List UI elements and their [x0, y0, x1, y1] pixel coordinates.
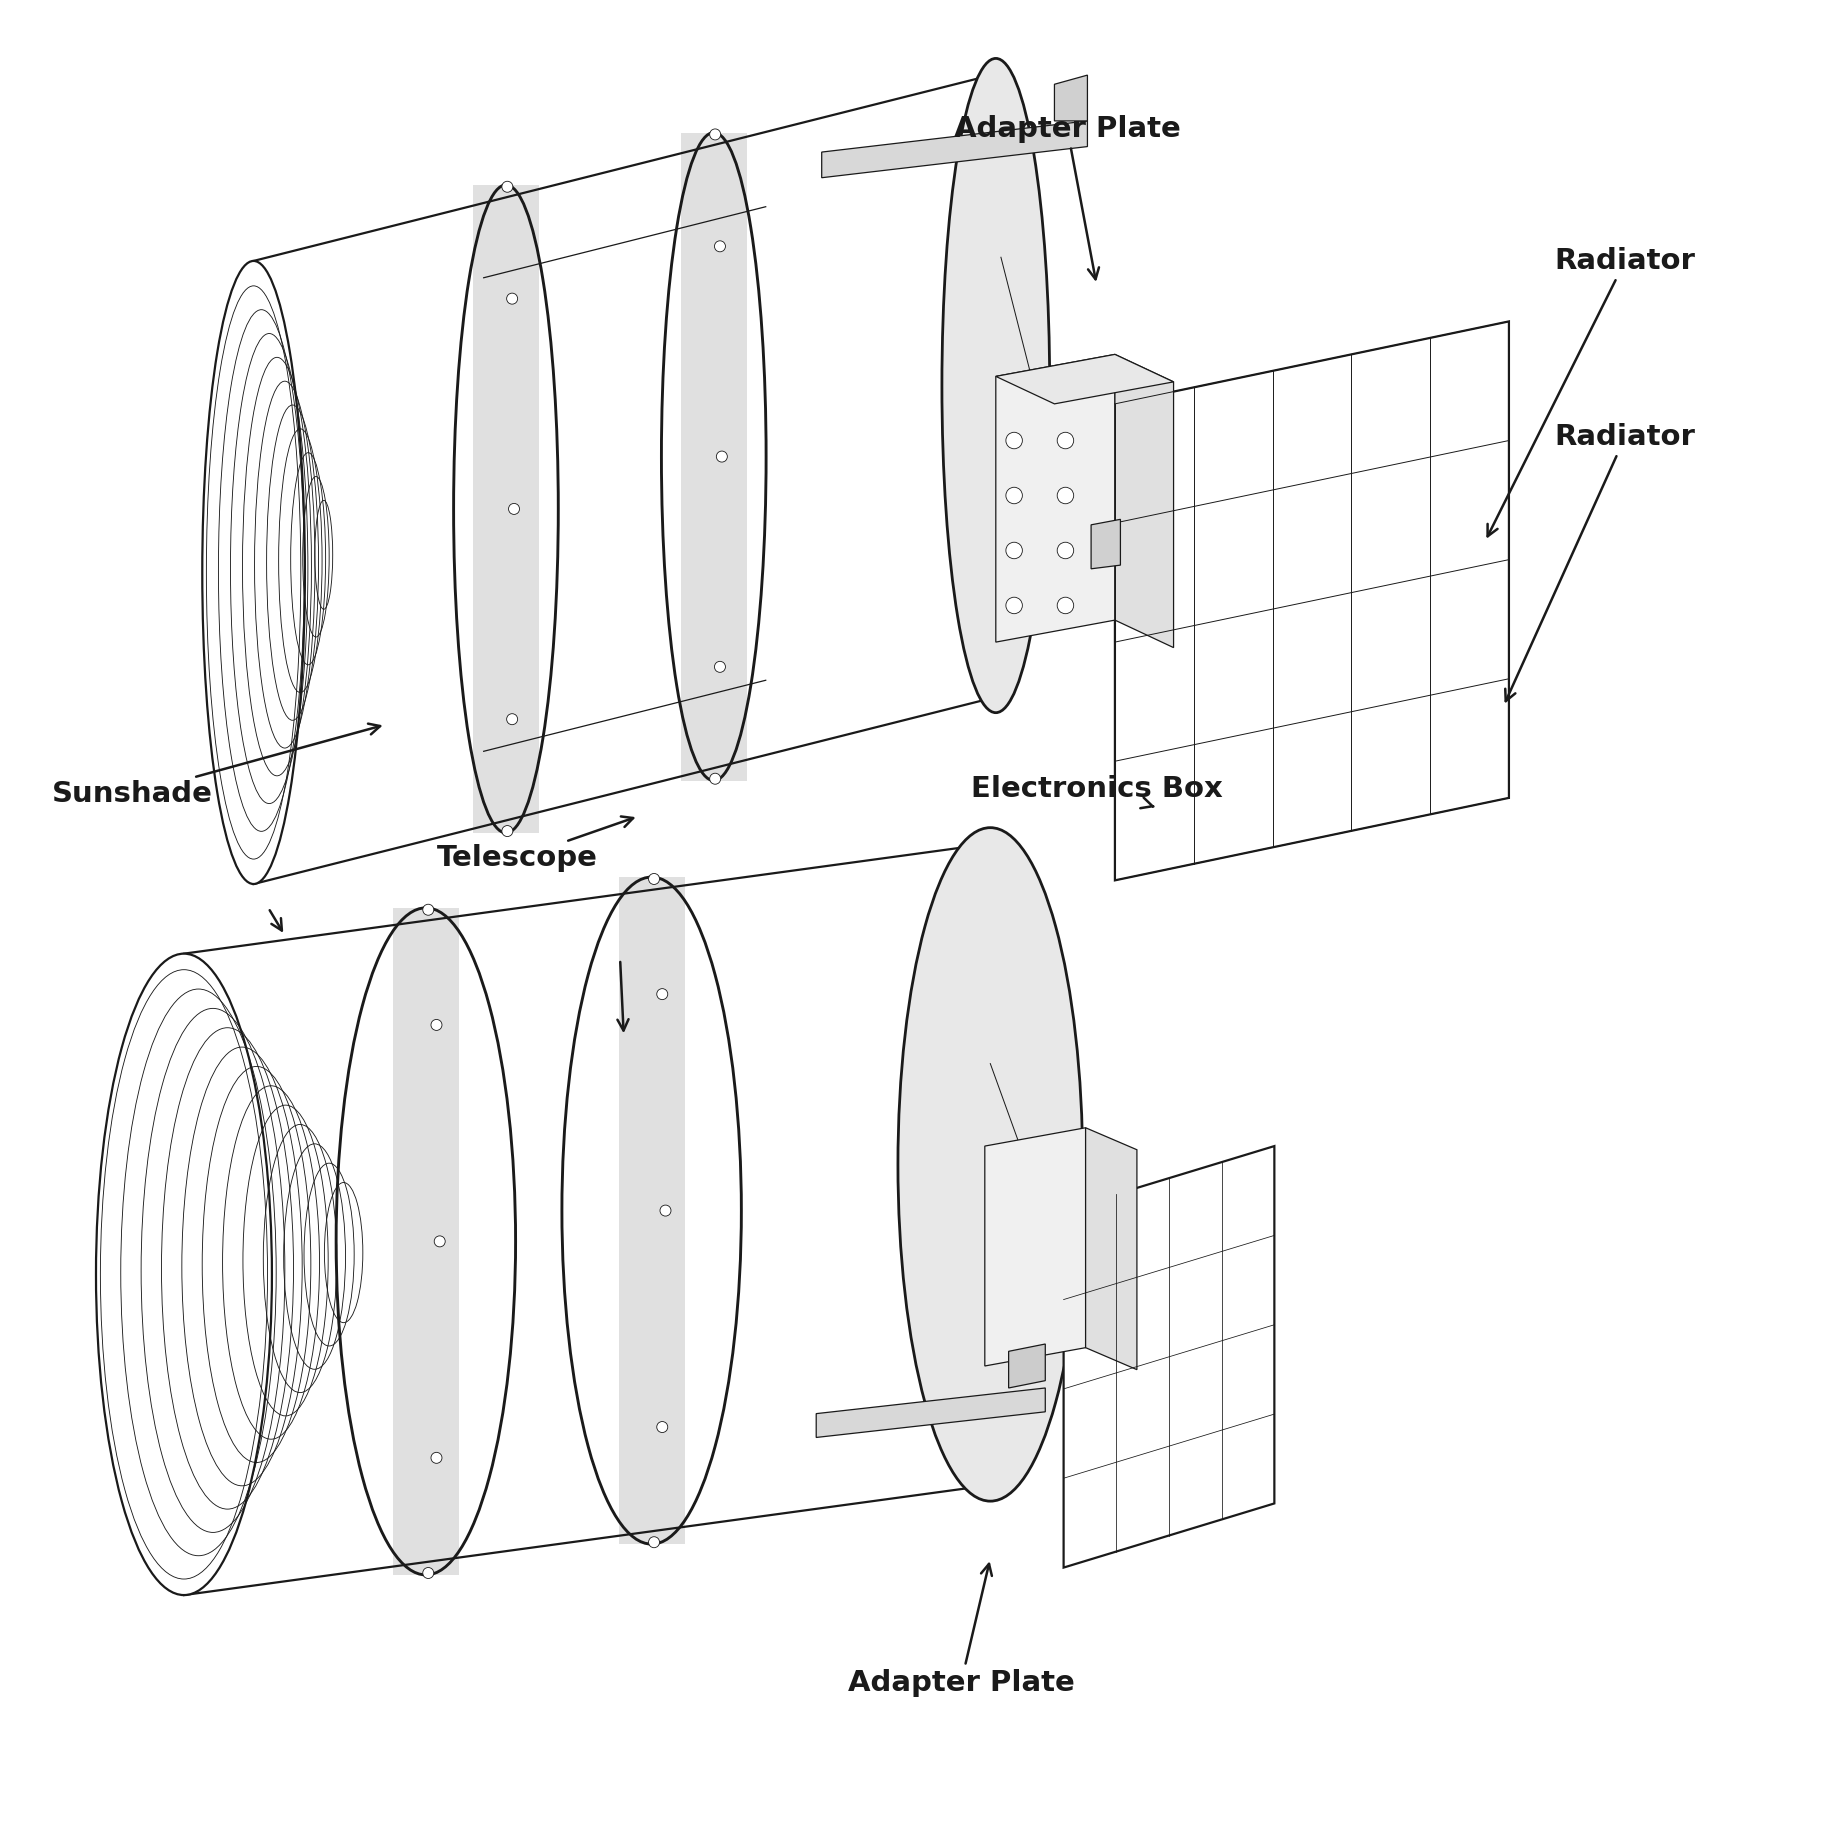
Polygon shape — [985, 1128, 1086, 1366]
Circle shape — [715, 240, 726, 251]
Text: Adapter Plate: Adapter Plate — [847, 1564, 1075, 1696]
Polygon shape — [816, 1388, 1045, 1438]
Circle shape — [1056, 488, 1073, 504]
Circle shape — [1005, 543, 1022, 559]
Ellipse shape — [899, 827, 1082, 1502]
Circle shape — [710, 128, 721, 139]
Circle shape — [649, 873, 660, 884]
Polygon shape — [618, 877, 684, 1544]
Polygon shape — [996, 354, 1115, 642]
Circle shape — [435, 1236, 446, 1247]
Circle shape — [1005, 433, 1022, 449]
Circle shape — [506, 713, 517, 724]
Ellipse shape — [202, 260, 304, 884]
Circle shape — [715, 662, 726, 673]
Polygon shape — [484, 207, 767, 752]
Circle shape — [657, 1421, 668, 1432]
Circle shape — [503, 182, 514, 193]
Circle shape — [649, 1537, 660, 1548]
Circle shape — [1005, 598, 1022, 614]
Circle shape — [710, 774, 721, 785]
Polygon shape — [1086, 1128, 1137, 1370]
Text: Telescope: Telescope — [436, 816, 633, 873]
Circle shape — [431, 1020, 442, 1031]
Circle shape — [431, 1453, 442, 1464]
Circle shape — [503, 825, 514, 836]
Circle shape — [1056, 433, 1073, 449]
Circle shape — [506, 293, 517, 304]
Circle shape — [1056, 598, 1073, 614]
Circle shape — [424, 1568, 435, 1579]
Text: Radiator: Radiator — [1506, 424, 1696, 701]
Circle shape — [508, 503, 519, 514]
Polygon shape — [1064, 1146, 1275, 1568]
Polygon shape — [183, 844, 990, 1596]
Polygon shape — [680, 132, 746, 781]
Circle shape — [717, 451, 728, 462]
Polygon shape — [473, 185, 539, 833]
Circle shape — [1005, 488, 1022, 504]
Polygon shape — [392, 908, 458, 1575]
Polygon shape — [1115, 354, 1174, 647]
Circle shape — [1056, 543, 1073, 559]
Circle shape — [424, 904, 435, 915]
Text: Electronics Box: Electronics Box — [970, 774, 1223, 809]
Polygon shape — [1009, 1344, 1045, 1388]
Ellipse shape — [95, 954, 271, 1596]
Text: Sunshade: Sunshade — [51, 724, 380, 809]
Polygon shape — [996, 354, 1174, 403]
Polygon shape — [1055, 75, 1088, 121]
Text: Radiator: Radiator — [1487, 248, 1696, 536]
Ellipse shape — [943, 59, 1049, 713]
Circle shape — [657, 989, 668, 1000]
Polygon shape — [253, 73, 996, 884]
Polygon shape — [1115, 321, 1509, 880]
Circle shape — [660, 1205, 671, 1216]
Polygon shape — [822, 121, 1088, 178]
Polygon shape — [1091, 519, 1121, 569]
Text: Adapter Plate: Adapter Plate — [954, 116, 1181, 279]
